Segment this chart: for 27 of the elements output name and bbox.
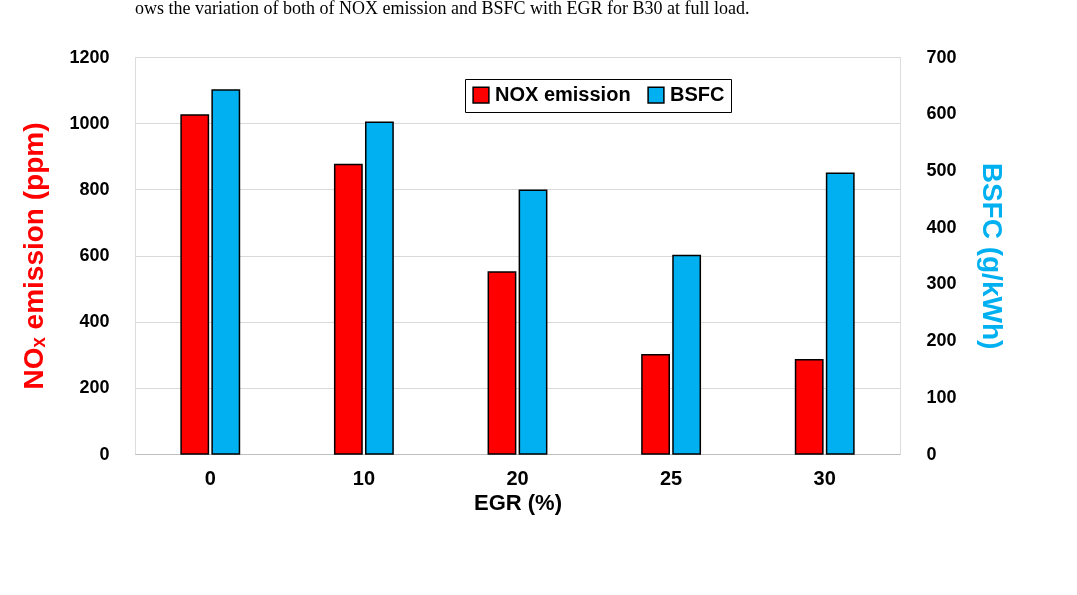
- y2-axis-title: BSFC (g/kWh): [976, 162, 1008, 350]
- y2-tick-label: 500: [926, 159, 957, 180]
- x-tick-label: 30: [813, 466, 836, 489]
- text: ows the variation of both of NOX emission and BSFC with EGR for B30 at full load.: [135, 0, 750, 18]
- y2-tick-label: 400: [926, 216, 957, 237]
- y-tick-label: 0: [99, 443, 110, 464]
- y2-tick-label: 100: [926, 386, 957, 407]
- y-axis-title: NOₓ emission (ppm): [18, 122, 50, 390]
- x-tick-label: 20: [506, 466, 529, 489]
- legend-label: NOX emission: [495, 83, 631, 106]
- x-tick-label: 0: [204, 466, 216, 489]
- y-tick-label: 200: [79, 377, 110, 398]
- y2-tick-label: 0: [926, 443, 937, 464]
- x-tick-label: 25: [659, 466, 683, 489]
- y-tick-label: 1200: [69, 46, 110, 67]
- y2-tick-label: 300: [926, 273, 957, 294]
- y-tick-label: 400: [79, 311, 110, 332]
- bar: [825, 172, 855, 455]
- y2-tick-label: 600: [926, 103, 957, 124]
- legend-label: BSFC: [670, 83, 725, 106]
- y2-tick-label: 700: [926, 46, 957, 67]
- x-tick-label: 10: [352, 466, 376, 489]
- y-tick-label: 800: [79, 178, 110, 199]
- x-axis-title: EGR (%): [474, 489, 562, 515]
- y-tick-label: 1000: [69, 112, 110, 133]
- y-tick-label: 600: [79, 245, 110, 265]
- y2-tick-label: 200: [926, 330, 957, 351]
